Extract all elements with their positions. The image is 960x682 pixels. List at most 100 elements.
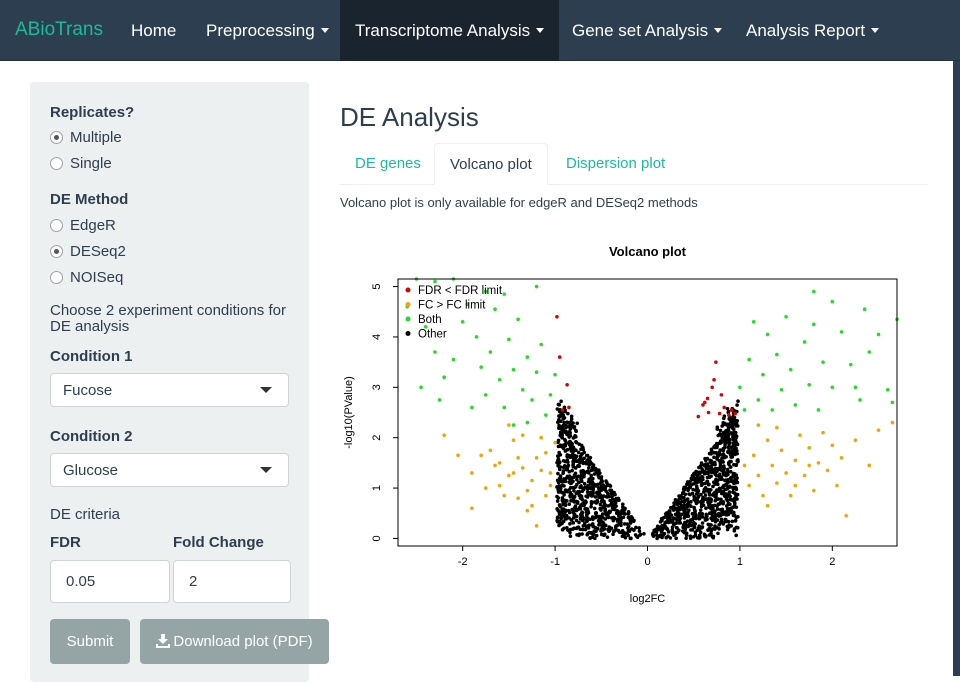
other-point xyxy=(680,512,684,517)
submit-button[interactable]: Submit xyxy=(50,619,130,664)
fc-point xyxy=(807,463,812,468)
choose-conditions-text: Choose 2 experiment conditions for DE an… xyxy=(50,302,286,335)
other-point xyxy=(642,531,646,536)
both-point xyxy=(553,372,557,377)
other-point xyxy=(663,520,667,525)
other-point xyxy=(593,536,597,541)
legend-label: Both xyxy=(418,314,442,326)
radio-edger[interactable]: EdgeR xyxy=(50,217,116,234)
condition1-select[interactable]: Fucose xyxy=(50,373,289,407)
tab-dispersion-plot[interactable]: Dispersion plot xyxy=(551,143,680,185)
other-point xyxy=(713,512,718,517)
nav-home[interactable]: Home xyxy=(116,0,191,61)
other-point xyxy=(733,438,738,443)
other-point xyxy=(731,414,735,419)
other-point xyxy=(726,472,730,477)
other-point xyxy=(706,528,710,532)
other-point xyxy=(684,523,688,527)
other-point xyxy=(580,489,585,494)
fc-point xyxy=(839,456,844,460)
other-point xyxy=(617,522,622,526)
other-point xyxy=(589,493,593,497)
fc-point xyxy=(502,493,507,498)
fold-change-input[interactable]: 2 xyxy=(173,560,291,603)
other-point xyxy=(579,443,584,448)
radio-multiple[interactable]: Multiple xyxy=(50,129,122,146)
other-point xyxy=(585,487,590,491)
other-point xyxy=(654,530,659,534)
other-point xyxy=(562,463,567,468)
other-point xyxy=(568,522,572,526)
radio-unselected-icon[interactable] xyxy=(50,271,63,284)
other-point xyxy=(562,484,566,488)
nav-gene-set-analysis[interactable]: Gene set Analysis xyxy=(557,0,737,61)
radio-noiseq[interactable]: NOISeq xyxy=(50,269,123,286)
fc-point xyxy=(456,453,460,458)
other-point xyxy=(734,463,738,468)
other-point xyxy=(733,480,738,485)
fc-point xyxy=(775,481,779,485)
fdr-point xyxy=(727,413,731,417)
other-point xyxy=(577,464,582,469)
fc-point xyxy=(516,496,520,500)
fc-point xyxy=(553,440,557,445)
legend-label: Other xyxy=(418,329,447,341)
both-point xyxy=(848,362,853,367)
other-point xyxy=(704,506,708,511)
tab-de-genes[interactable]: DE genes xyxy=(340,143,436,185)
fdr-input[interactable]: 0.05 xyxy=(50,560,170,603)
tab-de-genes-label: DE genes xyxy=(355,155,421,172)
other-point xyxy=(721,466,726,471)
other-point xyxy=(698,464,703,468)
nav-preprocessing[interactable]: Preprocessing xyxy=(191,0,344,61)
other-point xyxy=(695,486,699,491)
fc-point xyxy=(530,503,534,508)
tab-volcano-plot[interactable]: Volcano plot xyxy=(434,143,548,185)
fdr-point xyxy=(706,410,711,415)
other-point xyxy=(724,509,728,514)
other-point xyxy=(556,496,561,500)
both-point xyxy=(765,332,770,337)
fc-point xyxy=(520,433,525,437)
other-point xyxy=(681,508,686,512)
fdr-point xyxy=(717,411,722,416)
other-point xyxy=(719,520,724,525)
both-point xyxy=(419,385,423,390)
other-point xyxy=(725,406,730,411)
other-point xyxy=(697,525,701,529)
legend-label: FDR < FDR limit xyxy=(418,285,503,297)
download-plot-button[interactable]: Download plot (PDF) xyxy=(140,619,329,664)
other-point xyxy=(732,447,737,452)
fc-point xyxy=(442,433,447,437)
brand-logo[interactable]: ABioTrans xyxy=(15,19,103,40)
other-point xyxy=(555,485,559,489)
other-point xyxy=(732,505,736,509)
other-point xyxy=(581,527,585,532)
fdr-point xyxy=(712,377,716,382)
chevron-down-icon xyxy=(260,387,272,393)
both-point xyxy=(433,350,437,354)
nav-analysis-report[interactable]: Analysis Report xyxy=(731,0,894,61)
tab-volcano-plot-label: Volcano plot xyxy=(450,156,532,173)
radio-deseq2[interactable]: DESeq2 xyxy=(50,243,126,260)
radio-selected-icon[interactable] xyxy=(50,131,63,144)
other-point xyxy=(565,474,570,479)
both-point xyxy=(525,420,530,425)
other-point xyxy=(558,484,562,488)
other-point xyxy=(591,463,596,467)
fdr-point xyxy=(565,382,569,387)
radio-selected-icon[interactable] xyxy=(50,245,63,258)
other-point xyxy=(726,519,731,524)
condition2-select[interactable]: Glucose xyxy=(50,453,289,487)
radio-single[interactable]: Single xyxy=(50,155,112,172)
fc-point xyxy=(751,453,756,458)
plot-frame xyxy=(397,278,898,547)
other-point xyxy=(581,486,585,491)
radio-unselected-icon[interactable] xyxy=(50,219,63,232)
other-point xyxy=(563,490,567,494)
nav-transcriptome-analysis[interactable]: Transcriptome Analysis xyxy=(340,0,560,61)
legend-marker xyxy=(405,331,411,336)
radio-unselected-icon[interactable] xyxy=(50,157,63,170)
other-point xyxy=(711,493,715,497)
other-point xyxy=(688,479,692,484)
